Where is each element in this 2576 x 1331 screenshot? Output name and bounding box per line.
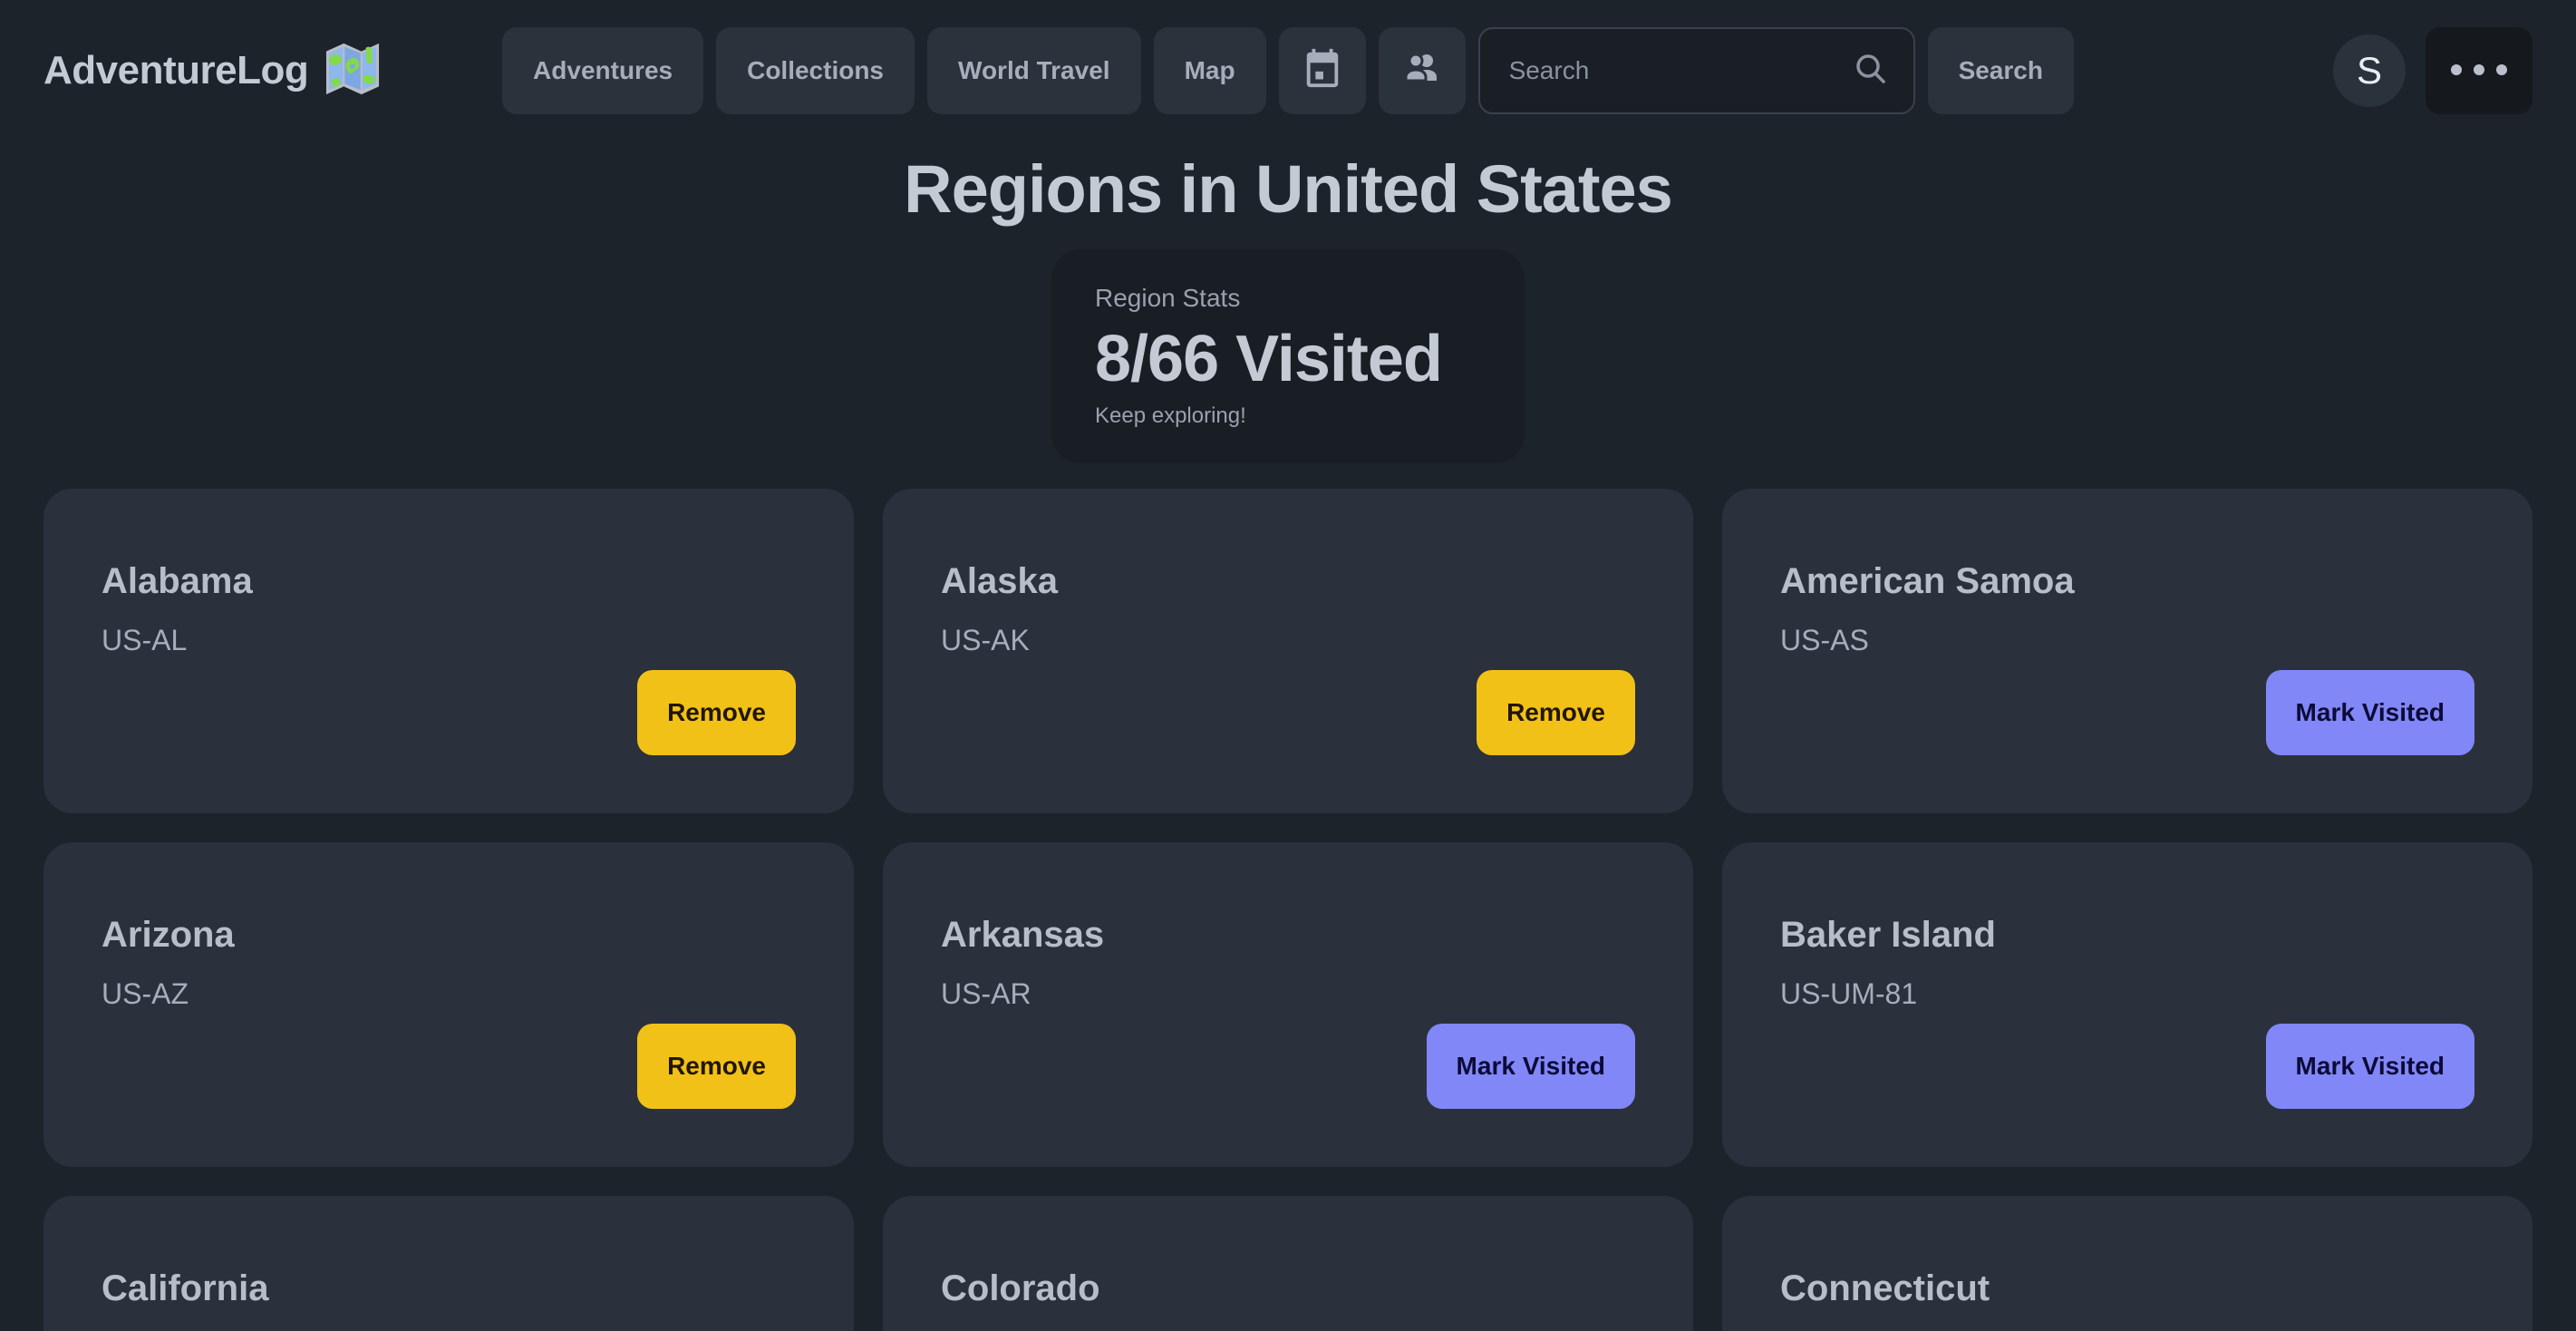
avatar[interactable]: S xyxy=(2333,34,2407,107)
region-code: US-AR xyxy=(941,977,1031,1010)
region-name: Alaska xyxy=(941,561,1058,601)
calendar-button[interactable] xyxy=(1278,27,1366,114)
nav-menu: Adventures Collections World Travel Map xyxy=(502,27,2074,114)
regions-grid: Alabama US-AL Remove Alaska US-AK Remove… xyxy=(44,489,2532,1331)
region-card: Arkansas US-AR Mark Visited xyxy=(883,842,1693,1167)
region-name: American Samoa xyxy=(1780,561,2075,601)
users-icon xyxy=(1400,46,1444,96)
remove-button[interactable]: Remove xyxy=(1477,670,1635,755)
page-title: Regions in United States xyxy=(904,151,1673,227)
search-input[interactable] xyxy=(1477,27,1915,114)
stats-wrap: Region Stats 8/66 Visited Keep exploring… xyxy=(0,249,2576,463)
region-card-actions: Remove xyxy=(637,1024,796,1109)
app-title: AdventureLog xyxy=(44,48,309,92)
region-code: US-AS xyxy=(1780,624,1869,656)
ellipsis-icon xyxy=(2450,63,2508,79)
nav-collections-button[interactable]: Collections xyxy=(716,27,915,114)
remove-button[interactable]: Remove xyxy=(637,1024,796,1109)
region-code: US-UM-81 xyxy=(1780,977,1918,1010)
overflow-menu-button[interactable] xyxy=(2426,27,2533,114)
nav-world-travel-button[interactable]: World Travel xyxy=(927,27,1141,114)
region-name: California xyxy=(102,1268,269,1308)
region-stats-card: Region Stats 8/66 Visited Keep exploring… xyxy=(1051,249,1525,463)
region-name: Arkansas xyxy=(941,915,1105,955)
region-card-actions: Mark Visited xyxy=(1426,1024,1635,1109)
region-card: Arizona US-AZ Remove xyxy=(44,842,854,1167)
region-name: Connecticut xyxy=(1780,1268,1990,1308)
region-code: US-AL xyxy=(102,624,188,656)
region-card-actions: Remove xyxy=(637,670,796,755)
stats-description: Keep exploring! xyxy=(1095,403,1246,428)
region-name: Arizona xyxy=(102,915,235,955)
region-card: Connecticut US-CT Mark Visited xyxy=(1722,1196,2532,1331)
region-card: American Samoa US-AS Mark Visited xyxy=(1722,489,2532,813)
stats-value: 8/66 Visited xyxy=(1095,323,1443,395)
region-card: California US-CA Mark Visited xyxy=(44,1196,854,1331)
region-name: Colorado xyxy=(941,1268,1100,1308)
region-card-actions: Mark Visited xyxy=(2265,670,2474,755)
region-name: Alabama xyxy=(102,561,253,601)
region-card: Alaska US-AK Remove xyxy=(883,489,1693,813)
nav-map-button[interactable]: Map xyxy=(1153,27,1266,114)
calendar-icon xyxy=(1302,47,1343,95)
region-card-actions: Mark Visited xyxy=(2265,1024,2474,1109)
map-logo-icon xyxy=(324,41,381,102)
region-card: Alabama US-AL Remove xyxy=(44,489,854,813)
region-name: Baker Island xyxy=(1780,915,1996,955)
region-card-actions: Remove xyxy=(1477,670,1635,755)
main-content: Regions in United States Region Stats 8/… xyxy=(0,151,2576,1331)
navbar: AdventureLog Adventures Collections Worl… xyxy=(0,0,2576,121)
mark-visited-button[interactable]: Mark Visited xyxy=(1426,1024,1635,1109)
region-code: US-AZ xyxy=(102,977,189,1010)
logo[interactable]: AdventureLog xyxy=(44,41,502,102)
region-card: Baker Island US-UM-81 Mark Visited xyxy=(1722,842,2532,1167)
users-button[interactable] xyxy=(1378,27,1466,114)
search-button[interactable]: Search xyxy=(1927,27,2074,114)
search-field-wrap xyxy=(1477,27,1915,114)
remove-button[interactable]: Remove xyxy=(637,670,796,755)
region-code: US-AK xyxy=(941,624,1030,656)
nav-right: S xyxy=(2074,27,2533,114)
mark-visited-button[interactable]: Mark Visited xyxy=(2265,670,2474,755)
stats-label: Region Stats xyxy=(1095,284,1241,312)
mark-visited-button[interactable]: Mark Visited xyxy=(2265,1024,2474,1109)
nav-adventures-button[interactable]: Adventures xyxy=(502,27,704,114)
region-card: Colorado US-CO Mark Visited xyxy=(883,1196,1693,1331)
